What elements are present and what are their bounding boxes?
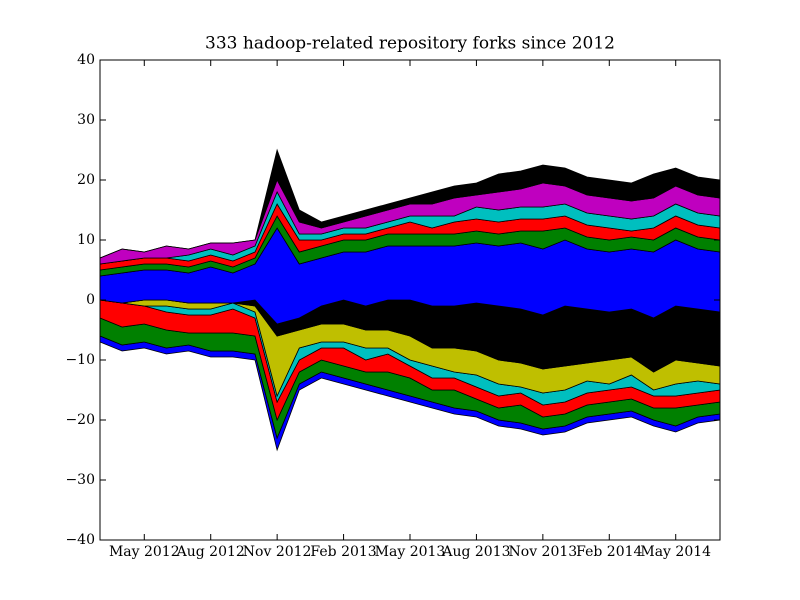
y-tick-label: 0	[86, 292, 95, 308]
x-tick-label: Aug 2012	[176, 544, 245, 560]
x-tick-label: Feb 2013	[310, 544, 376, 560]
x-tick-label: Nov 2013	[509, 544, 578, 560]
y-tick-label: 20	[77, 172, 95, 188]
y-tick-label: 40	[77, 52, 95, 68]
x-tick-label: Feb 2014	[576, 544, 642, 560]
x-tick-label: Nov 2012	[243, 544, 312, 560]
x-tick-label: May 2012	[109, 544, 180, 560]
x-tick-label: Aug 2013	[441, 544, 510, 560]
x-tick-label: May 2014	[640, 544, 711, 560]
y-tick-label: −30	[65, 472, 95, 488]
y-tick-label: −10	[65, 352, 95, 368]
x-tick-label: May 2013	[375, 544, 446, 560]
y-tick-label: 30	[77, 112, 95, 128]
chart-title: 333 hadoop-related repository forks sinc…	[205, 34, 615, 54]
y-tick-label: −40	[65, 532, 95, 548]
y-tick-label: −20	[65, 412, 95, 428]
y-tick-label: 10	[77, 232, 95, 248]
